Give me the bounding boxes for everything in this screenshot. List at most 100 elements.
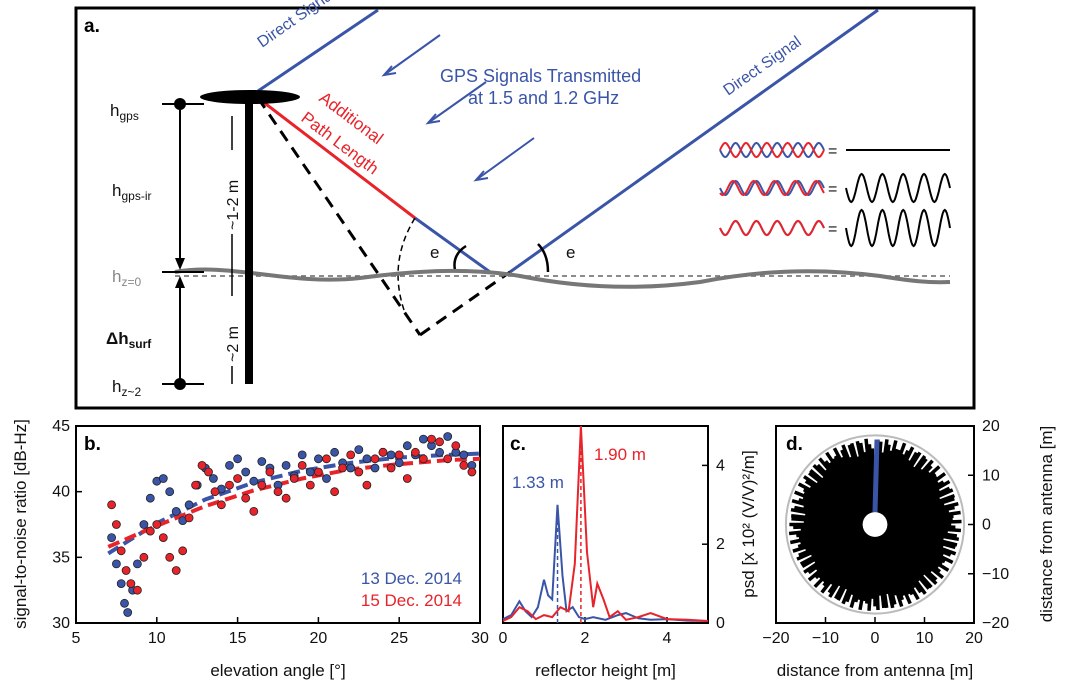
panel-c: 0 2 4 0 2 4 reflector height [m] psd [x 10² (V/… [499, 425, 758, 680]
peak-blue-label: 1.33 m [512, 473, 564, 492]
h-z2-dot [174, 378, 186, 390]
b-point-blue [257, 457, 267, 466]
d-ytick-label--20: −20 [982, 615, 1009, 632]
b-point-blue [249, 476, 259, 486]
b-fit-line-red [107, 456, 481, 549]
wave-red-row-3 [719, 219, 825, 237]
d-highlight-ray [872, 439, 880, 513]
c-ytick-label-0: 0 [716, 615, 725, 632]
b-point-red [191, 480, 201, 490]
b-point-red [427, 434, 436, 444]
b-point-red [297, 460, 307, 470]
dashed-image-line [256, 97, 422, 336]
b-point-blue [459, 450, 469, 460]
b-point-red [132, 585, 142, 595]
b-point-red [273, 487, 283, 497]
b-xtick-label-25: 25 [390, 630, 408, 647]
angle-arc-left [453, 244, 467, 271]
b-point-red [210, 487, 220, 497]
wave-red-row-1 [719, 141, 825, 159]
incoming-arrows [381, 34, 535, 182]
gps-signals-subtitle: at 1.5 and 1.2 GHz [468, 88, 619, 108]
b-point-red [354, 467, 364, 477]
d-center-hole [862, 512, 888, 537]
b-point-red [459, 460, 469, 470]
c-xtick-label-0: 0 [499, 630, 508, 647]
b-point-red [410, 447, 420, 457]
c-ytick-label-2: 2 [716, 536, 725, 553]
h-gps-label: hgps [110, 101, 139, 123]
b-point-red [370, 454, 380, 464]
b-fit-line-blue [107, 451, 481, 556]
b-point-red [112, 520, 121, 529]
d-xtick-label-20: 20 [965, 630, 983, 647]
angle-label-left: e [430, 243, 439, 262]
resultant-wave-row-2 [845, 172, 951, 204]
delta-h-arrowhead [175, 276, 185, 288]
b-point-blue [322, 474, 331, 483]
h-gps-dot [174, 98, 186, 110]
b-point-red [322, 454, 331, 464]
equals-sign-row-2: = [828, 181, 837, 198]
b-xtick-label-15: 15 [229, 630, 247, 647]
b-point-red [435, 437, 445, 447]
b-point-blue [386, 450, 396, 460]
d-ytick-label-10: 10 [982, 467, 1000, 484]
h-z2-label: hz~2 [112, 377, 141, 399]
additional-path-line [257, 96, 416, 220]
legend-blue: 13 Dec. 2014 [361, 569, 462, 588]
d-xtick-label-0: 0 [871, 630, 880, 647]
b-point-red [378, 447, 388, 457]
direct-signal-label-right: Direct Signal [721, 33, 805, 99]
b-point-red [197, 460, 207, 470]
b-point-red [116, 546, 126, 556]
b-point-blue [402, 441, 412, 451]
b-point-red [178, 546, 188, 556]
direct-signal-line-right [509, 8, 879, 274]
d-xtick-label--20: −20 [762, 630, 789, 647]
c-ytick-label-4: 4 [716, 457, 725, 474]
b-point-red [126, 579, 136, 588]
panel-c-plot: 0 2 4 0 2 4 reflector height [m] psd [x 10² (V/… [499, 425, 758, 680]
b-point-red [216, 500, 226, 510]
equals-sign-row-3: = [828, 221, 837, 238]
b-point-red [346, 450, 356, 460]
b-point-blue [107, 533, 116, 542]
b-ytick-label-40: 40 [52, 484, 70, 501]
b-point-red [121, 566, 131, 575]
b-point-blue [145, 493, 155, 503]
b-point-red [171, 566, 181, 575]
b-point-red [362, 480, 372, 490]
range-label-bg-upper [222, 150, 242, 234]
panel-c-label: c. [510, 434, 526, 455]
b-point-blue [132, 559, 142, 569]
equals-sign-row-1: = [828, 143, 837, 160]
d-outer-ring [784, 434, 966, 615]
arrow-1 [383, 34, 441, 76]
antenna-pole [245, 102, 253, 384]
panel-c-frame [502, 425, 709, 624]
b-ytick-label-35: 35 [52, 549, 70, 566]
antenna-head [200, 90, 300, 104]
b-point-red [165, 552, 175, 562]
arrow-1-head [381, 65, 397, 77]
b-point-red [394, 450, 404, 460]
wave-red-row-2 [719, 179, 825, 197]
b-point-red [386, 463, 396, 473]
h-gps-ir-arrowhead [175, 258, 185, 270]
b-y-axis-title: signal-to-noise ratio [dB-Hz] [11, 419, 30, 629]
range-lower-label: ~2 m [225, 326, 242, 362]
b-point-blue [241, 467, 251, 477]
panel-b-label: b. [84, 434, 101, 455]
b-point-red [225, 480, 234, 490]
b-point-blue [116, 579, 126, 588]
direct-signal-line-left [257, 8, 379, 93]
b-point-blue [346, 463, 356, 473]
arrow-3 [475, 137, 535, 181]
d-ytick-label--10: −10 [982, 566, 1009, 583]
panel-b-plot: 5 10 15 20 25 30 30 35 40 45 elevation angle [°] si… [11, 418, 489, 680]
b-point-red [257, 480, 267, 490]
b-point-blue [123, 608, 133, 617]
d-ytick-label-0: 0 [982, 517, 991, 534]
